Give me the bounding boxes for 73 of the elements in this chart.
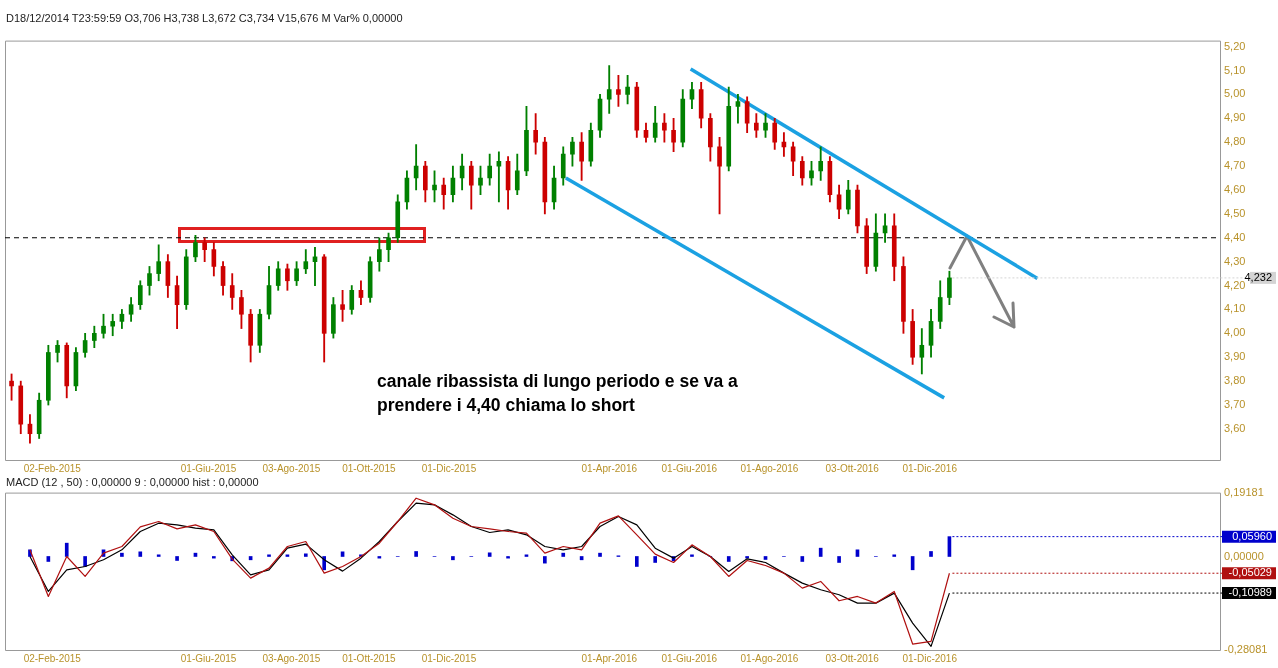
annotation: canale ribassista di lungo periodo e se va a prendere i 4,40 chiama lo short bbox=[377, 370, 739, 417]
bar bbox=[818, 547, 823, 557]
y-tick-label: 0,00000 bbox=[1224, 549, 1264, 562]
bar bbox=[653, 556, 658, 563]
bar bbox=[175, 556, 179, 561]
bar bbox=[598, 552, 602, 557]
y-tick-label: 4,00 bbox=[1224, 326, 1246, 339]
x-tick-label: 01-Dic-2016 bbox=[902, 462, 958, 474]
bar bbox=[634, 556, 639, 567]
x-tick-label: 02-Feb-2015 bbox=[23, 462, 82, 474]
bar bbox=[414, 551, 418, 557]
y-tick-label: 4,60 bbox=[1224, 182, 1246, 195]
bar bbox=[763, 556, 768, 560]
bar bbox=[524, 554, 529, 557]
bar bbox=[726, 556, 731, 562]
x-tick-label: 01-Apr-2016 bbox=[581, 652, 638, 664]
bar bbox=[267, 554, 271, 557]
y-tick-label: 4,20 bbox=[1224, 278, 1246, 291]
bar bbox=[561, 552, 566, 557]
x-tick-label: 01-Ago-2016 bbox=[740, 652, 799, 664]
x-tick-label: 01-Ago-2016 bbox=[740, 462, 799, 474]
x-tick-label: 01-Dic-2015 bbox=[421, 462, 477, 474]
bar bbox=[837, 556, 841, 563]
bar bbox=[156, 554, 161, 557]
bar bbox=[543, 556, 547, 564]
annotation: 0,05960 bbox=[1232, 529, 1272, 542]
x-tick-label: 01-Apr-2016 bbox=[581, 462, 638, 474]
x-tick-label: 01-Dic-2016 bbox=[902, 652, 958, 664]
bar bbox=[340, 551, 345, 557]
y-tick-label: 4,50 bbox=[1224, 206, 1246, 219]
x-tick-label: 03-Ott-2016 bbox=[825, 652, 880, 664]
annotation: 4,232 bbox=[1244, 270, 1272, 283]
y-tick-label: 4,40 bbox=[1224, 230, 1246, 243]
bar bbox=[892, 554, 897, 557]
bar bbox=[929, 551, 933, 557]
y-tick-label: 3,80 bbox=[1224, 374, 1246, 387]
annotation: -0,05029 bbox=[1228, 566, 1272, 579]
bar bbox=[303, 553, 308, 557]
bar bbox=[120, 552, 124, 557]
x-tick-label: 03-Ago-2015 bbox=[262, 652, 321, 664]
bar bbox=[138, 551, 143, 557]
bar bbox=[487, 552, 492, 557]
y-tick-label: 5,00 bbox=[1224, 87, 1246, 100]
y-tick-label: 5,20 bbox=[1224, 39, 1246, 52]
y-tick-label: 5,10 bbox=[1224, 63, 1246, 76]
y-tick-label: 4,10 bbox=[1224, 302, 1246, 315]
x-tick-label: 01-Ott-2015 bbox=[342, 462, 396, 474]
annotation: -0,10989 bbox=[1228, 586, 1272, 599]
x-tick-label: 01-Giu-2016 bbox=[661, 652, 718, 664]
bar bbox=[451, 556, 455, 561]
chart-title: MACD (12 , 50) : 0,00000 9 : 0,00000 hist : 0,00000 bbox=[6, 476, 259, 488]
y-tick-label: 4,30 bbox=[1224, 254, 1246, 267]
x-tick-label: 01-Dic-2015 bbox=[421, 652, 477, 664]
y-tick-label: 3,60 bbox=[1224, 421, 1246, 434]
y-tick-label: -0,28081 bbox=[1224, 643, 1268, 656]
bar bbox=[800, 556, 805, 562]
y-tick-label: 3,90 bbox=[1224, 350, 1246, 363]
chart-subtitle: D18/12/2014 T23:59:59 O3,706 H3,738 L3,672 C3,734 V15,676 M Var% 0,00000 bbox=[6, 12, 403, 24]
y-tick-label: 4,80 bbox=[1224, 135, 1246, 148]
y-tick-label: 3,70 bbox=[1224, 398, 1246, 411]
y-tick-label: 0,19181 bbox=[1224, 485, 1264, 498]
x-tick-label: 01-Giu-2016 bbox=[661, 462, 718, 474]
x-tick-label: 01-Ott-2015 bbox=[342, 652, 396, 664]
bar bbox=[285, 554, 290, 557]
x-tick-label: 03-Ago-2015 bbox=[262, 462, 321, 474]
y-tick-label: 4,90 bbox=[1224, 111, 1246, 124]
bar bbox=[64, 542, 69, 557]
x-tick-label: 01-Giu-2015 bbox=[180, 462, 237, 474]
x-tick-label: 02-Feb-2015 bbox=[23, 652, 82, 664]
bar bbox=[690, 554, 694, 557]
x-tick-label: 01-Giu-2015 bbox=[180, 652, 237, 664]
x-tick-label: 03-Ott-2016 bbox=[825, 462, 880, 474]
y-tick-label: 4,70 bbox=[1224, 159, 1246, 172]
